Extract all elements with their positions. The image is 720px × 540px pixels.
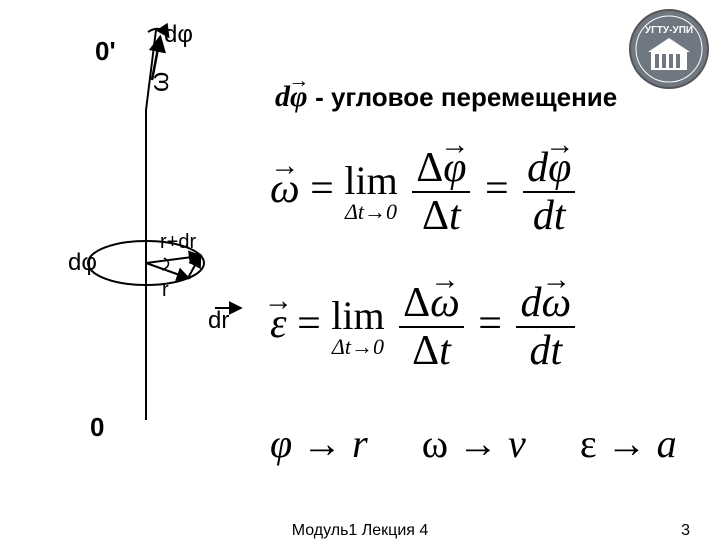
label-0-prime: 0' [95, 36, 116, 66]
label-dphi-top: dφ [164, 21, 193, 48]
def-phi-vector: φ [290, 80, 308, 113]
map3: ε → a [580, 421, 677, 466]
eq1-equals: = [310, 166, 344, 212]
label-r-plus-dr: r+dr [160, 231, 196, 253]
label-dphi-left: dφ [68, 249, 97, 276]
eq1-frac2: dφ dt [523, 145, 575, 239]
eq2-equals2: = [478, 301, 512, 347]
equation-omega: ω = lim Δt→0 Δφ Δt = dφ dt [270, 145, 579, 239]
label-0: 0 [90, 412, 104, 442]
footer-page-number: 3 [681, 522, 690, 540]
mapping-row: φ → r ω → v ε → a [270, 420, 677, 467]
eq1-lim: lim Δt→0 [344, 161, 397, 223]
eq2-equals: = [297, 301, 331, 347]
map2: ω → v [422, 421, 536, 466]
eq1-equals2: = [485, 166, 519, 212]
eq2-lhs: ε [270, 301, 287, 347]
map1: φ → r [270, 421, 378, 466]
label-dr: dr [208, 307, 229, 334]
eq1-lhs: ω [270, 166, 300, 212]
university-logo: УГТУ-УПИ [628, 8, 710, 95]
eq2-lim: lim Δt→0 [331, 296, 384, 358]
eq1-frac1: Δφ Δt [412, 145, 470, 239]
equation-epsilon: ε = lim Δt→0 Δω Δt = dω dt [270, 280, 579, 374]
eq2-frac2: dω dt [516, 280, 575, 374]
rotation-diagram: 0' dφ ω dφ r+dr r dr 0 [20, 20, 270, 470]
label-r: r [162, 279, 169, 301]
footer-module: Модуль1 Лекция 4 [292, 522, 429, 540]
def-text: - угловое перемещение [315, 82, 617, 112]
definition-angular-displacement: dφ - угловое перемещение [275, 80, 617, 114]
logo-text: УГТУ-УПИ [645, 25, 693, 36]
eq2-frac1: Δω Δt [399, 280, 464, 374]
label-omega: ω [144, 72, 174, 92]
